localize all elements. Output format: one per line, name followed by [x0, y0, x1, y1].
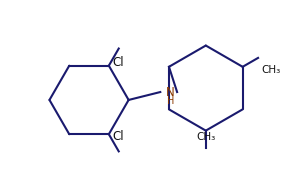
Text: H: H	[168, 96, 175, 106]
Text: CH₃: CH₃	[261, 65, 280, 75]
Text: Cl: Cl	[112, 57, 124, 70]
Text: N: N	[166, 86, 175, 99]
Text: CH₃: CH₃	[196, 132, 216, 142]
Text: Cl: Cl	[112, 130, 124, 143]
